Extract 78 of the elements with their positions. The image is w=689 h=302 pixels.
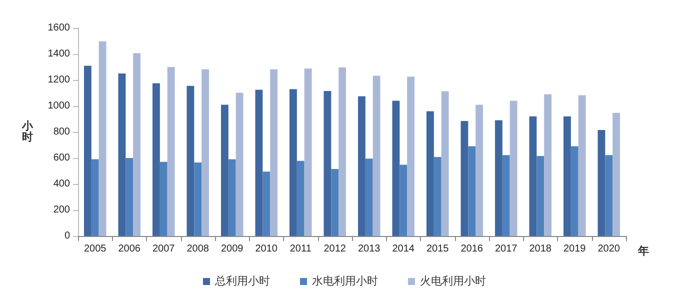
bar [392,100,400,236]
bar [289,89,297,236]
legend-label: 火电利用小时 [420,274,486,288]
bar [91,159,99,236]
bar [220,104,228,236]
bar [598,130,606,236]
y-tick-label: 600 [53,152,70,164]
bar [536,156,544,236]
bar [365,158,373,236]
x-tick-label: 2006 [118,244,141,254]
bar [331,169,339,236]
bar [460,120,468,236]
bar [194,162,202,236]
legend-label: 总利用小时 [214,274,270,288]
bar [400,164,408,236]
x-tick-label: 2007 [152,244,176,254]
x-tick-label: 2005 [84,244,107,254]
bar [476,104,484,236]
bar [544,94,552,236]
x-tick-label: 2011 [290,244,312,254]
x-tick-label: 2010 [255,244,278,254]
x-axis-title: 年 [637,244,649,258]
bar [494,120,502,236]
bar [202,69,210,236]
y-tick-label: 200 [53,204,70,216]
bar [570,146,578,236]
x-tick-label: 2008 [186,244,210,254]
x-tick-label: 2020 [598,244,620,254]
bar [98,41,106,236]
bar [441,91,449,236]
bar [510,100,518,236]
bar [255,90,263,236]
y-axis-title: 小时 [21,120,34,144]
bar [133,53,141,236]
bar [372,76,380,236]
bar [605,155,613,236]
bar [426,111,434,236]
x-tick-label: 2018 [529,244,552,254]
bar [304,68,312,236]
bar [407,76,415,236]
y-tick-label: 400 [53,178,70,190]
bar [296,160,304,236]
bar [324,91,332,236]
bar [578,95,586,236]
x-tick-label: 2016 [460,244,484,254]
x-tick-label: 2017 [495,244,518,254]
bar [563,116,571,236]
x-tick-label: 2013 [358,244,381,254]
bar [152,83,160,236]
bar [186,86,194,236]
bar [529,116,537,236]
bar [338,67,346,236]
x-tick-label: 2015 [426,244,450,254]
y-tick-label: 800 [53,126,70,138]
bar [167,67,175,236]
bar [126,158,134,236]
y-tick-label: 1600 [48,22,70,34]
x-tick-label: 2009 [221,244,244,254]
bar [434,156,442,236]
bar [502,155,510,236]
bar [160,162,168,236]
y-tick-label: 1000 [48,100,70,112]
bar [228,159,236,236]
y-tick-label: 1200 [48,74,70,86]
x-tick-label: 2019 [564,244,586,254]
bar [468,146,476,236]
bar [270,69,278,236]
x-tick-label: 2014 [392,244,415,254]
bar [262,172,270,236]
x-tick-label: 2012 [324,244,346,254]
bar [358,96,366,236]
bar [236,92,244,236]
y-tick-label: 0 [64,230,70,242]
bar [84,66,92,236]
y-tick-label: 1400 [48,48,70,60]
bar [118,74,126,236]
legend-label: 水电利用小时 [312,274,378,288]
bar [612,112,620,236]
